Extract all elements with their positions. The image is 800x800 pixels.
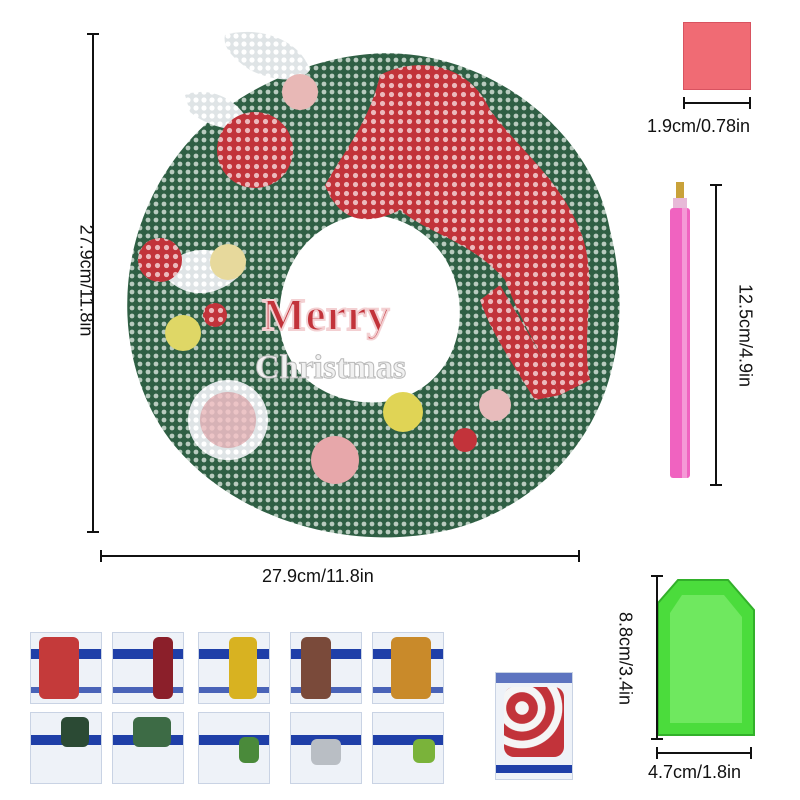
ornament xyxy=(165,315,201,351)
drill-bag xyxy=(198,712,270,784)
glue-pad xyxy=(683,22,751,90)
pen-length-label: 12.5cm/4.9in xyxy=(735,283,756,388)
drill-bag xyxy=(112,632,184,704)
drill-bag xyxy=(290,712,362,784)
tray-width-label: 4.7cm/1.8in xyxy=(648,762,742,782)
snowflake xyxy=(188,380,268,460)
drill-pen xyxy=(670,182,690,478)
drill-bag xyxy=(198,632,270,704)
wreath-text-merry: Merry xyxy=(262,289,390,340)
wreath-height-line xyxy=(92,33,94,533)
wreath-height-label: 27.9cm/11.8in xyxy=(76,224,97,337)
drill-bag xyxy=(290,632,362,704)
wreath-width-label: 27.9cm/11.8in xyxy=(262,566,374,586)
drill-bag xyxy=(30,632,102,704)
drill-bag xyxy=(112,712,184,784)
drill-bag xyxy=(372,632,444,704)
wreath-text-christmas: Christmas xyxy=(255,349,406,386)
ornament xyxy=(383,392,423,432)
tray-height-label: 8.8cm/3.4in xyxy=(615,611,636,706)
tray-height-line xyxy=(656,575,658,740)
diamond-tray xyxy=(657,579,755,736)
pen-length-line xyxy=(715,184,717,486)
bow xyxy=(325,65,590,396)
drill-bag xyxy=(372,712,444,784)
gem-bag-single xyxy=(495,672,573,780)
drill-bag xyxy=(30,712,102,784)
glue-pad-label: 1.9cm/0.78in xyxy=(647,116,751,136)
wreath-width-line xyxy=(100,555,580,557)
tray-width-line xyxy=(656,752,752,754)
